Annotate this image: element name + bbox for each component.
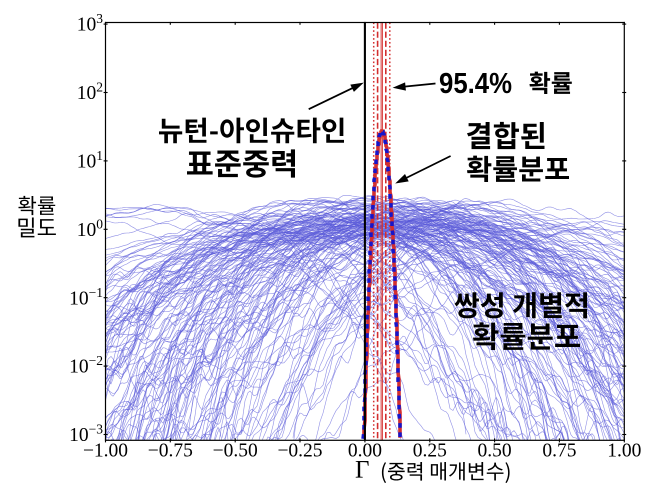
svg-text:−0.75: −0.75 — [148, 440, 193, 461]
svg-text:1.00: 1.00 — [607, 440, 641, 461]
svg-text:−0.50: −0.50 — [213, 440, 258, 461]
svg-text:Γ: Γ — [355, 457, 369, 484]
svg-text:95.4%: 95.4% — [439, 68, 512, 100]
svg-text:0.00: 0.00 — [348, 440, 382, 461]
svg-text:0.50: 0.50 — [478, 440, 512, 461]
svg-text:0.25: 0.25 — [413, 440, 447, 461]
svg-text:0.75: 0.75 — [542, 440, 576, 461]
svg-text:−1.00: −1.00 — [83, 440, 128, 461]
svg-text:−0.25: −0.25 — [277, 440, 322, 461]
